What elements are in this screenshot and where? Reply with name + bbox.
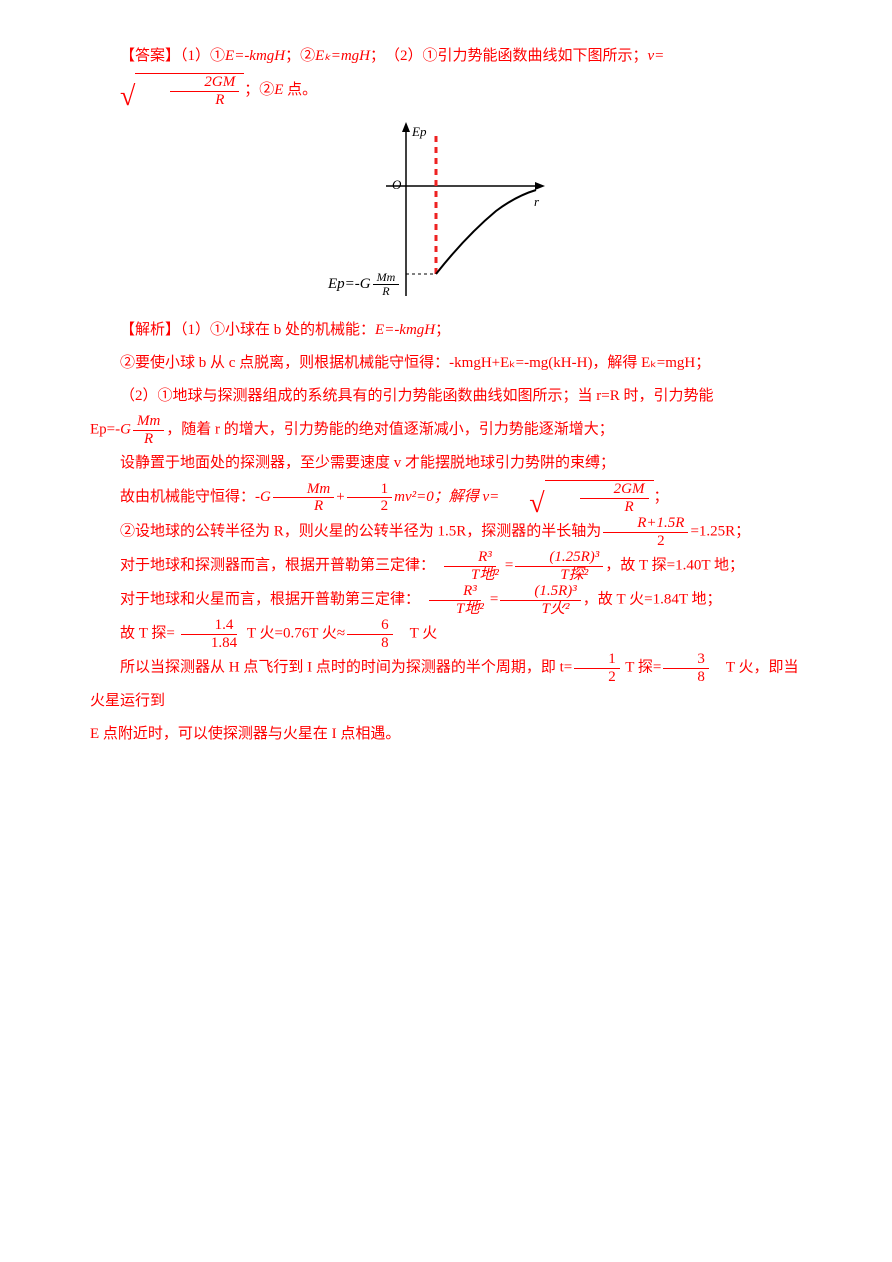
answer-label: 【答案】 — [120, 48, 180, 64]
sqrt-expression-2: √2GMR — [499, 480, 653, 515]
explanation-l6: 故由机械能守恒得：-GMmR+12mv²=0；解得 v=√2GMR； — [90, 480, 802, 515]
graph-expression: Ep=-GMmR — [328, 268, 401, 301]
explanation-l12: E 点附近时，可以使探测器与火星在 I 点相遇。 — [90, 718, 802, 751]
explanation-l2: ②要使小球 b 从 c 点脱离，则根据机械能守恒得：-kmgH+Eₖ=-mg(k… — [90, 347, 802, 380]
explanation-l11: 所以当探测器从 H 点飞行到 I 点时的时间为探测器的半个周期，即 t=12 T… — [90, 651, 802, 718]
x-axis-label: r — [534, 188, 539, 217]
explanation-l1: 【解析】（1）①小球在 b 处的机械能：E=-kmgH； — [90, 314, 802, 347]
explanation-l7: ②设地球的公转半径为 R，则火星的公转半径为 1.5R，探测器的半长轴为R+1.… — [90, 515, 802, 549]
explanation-label: 【解析】 — [120, 322, 180, 338]
origin-label: O — [392, 171, 401, 200]
y-axis-label: Ep — [412, 118, 426, 147]
sqrt-expression: √2GMR — [90, 73, 244, 108]
potential-energy-graph: Ep r O Ep=-GMmR — [346, 116, 546, 306]
explanation-l9: 对于地球和火星而言，根据开普勒第三定律：R³T地²=(1.5R)³T火²，故 T… — [90, 583, 802, 617]
explanation-l3: （2）①地球与探测器组成的系统具有的引力势能函数曲线如图所示；当 r=R 时，引… — [90, 380, 802, 413]
explanation-l5: 设静置于地面处的探测器，至少需要速度 v 才能摆脱地球引力势阱的束缚； — [90, 447, 802, 480]
explanation-l4: Ep=-GMmR，随着 r 的增大，引力势能的绝对值逐渐减小，引力势能逐渐增大； — [90, 413, 802, 447]
explanation-l8: 对于地球和探测器而言，根据开普勒第三定律：R³T地²=(1.25R)³T探²，故… — [90, 549, 802, 583]
explanation-l10: 故 T 探=1.41.84 T 火=0.76T 火≈68 T 火 — [90, 617, 802, 651]
answer-line: 【答案】（1）①E=-kmgH；②Eₖ=mgH； （2）①引力势能函数曲线如下图… — [90, 40, 802, 108]
